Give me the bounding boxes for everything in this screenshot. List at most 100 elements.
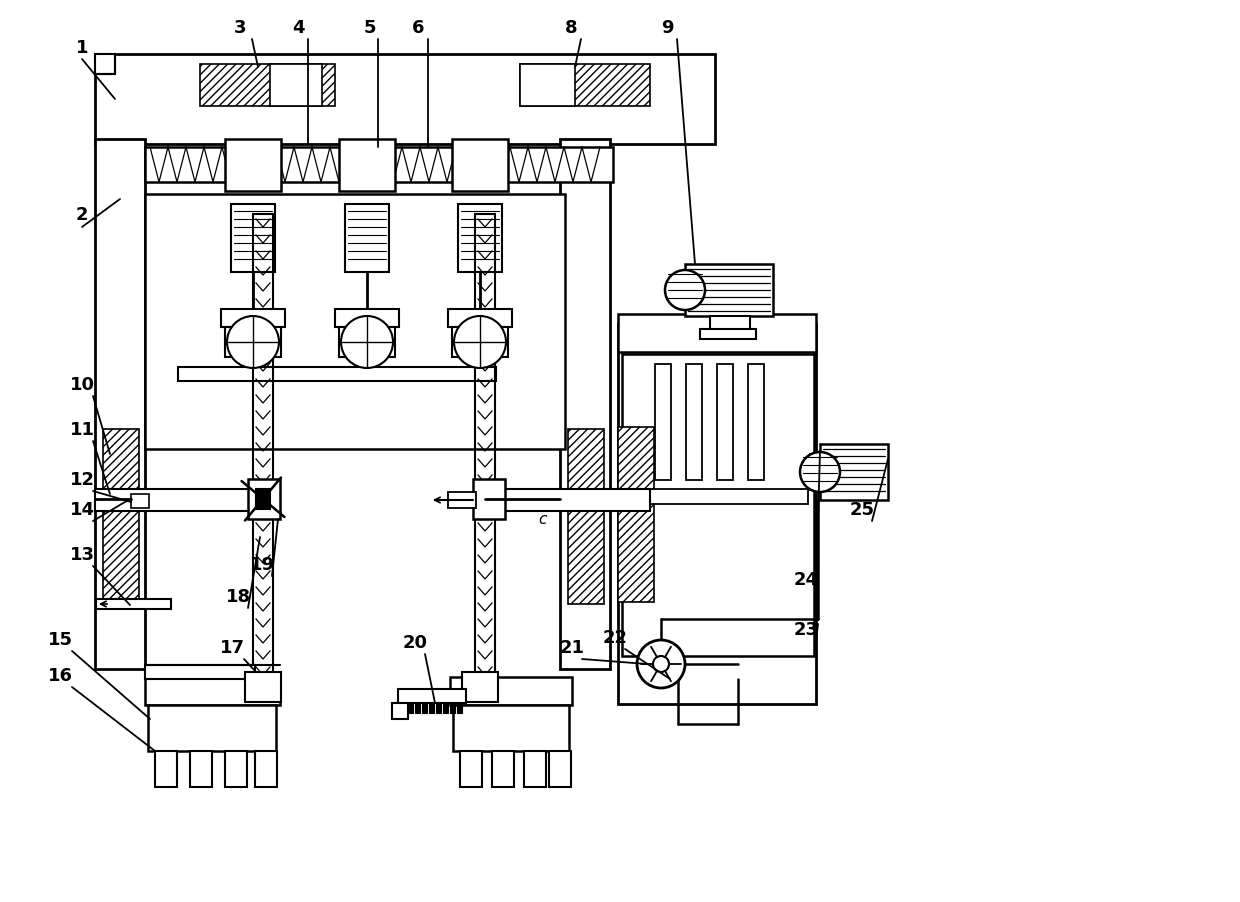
Bar <box>480 490 650 511</box>
Bar <box>270 65 322 106</box>
Bar <box>560 140 610 669</box>
Text: 11: 11 <box>69 420 94 438</box>
Bar <box>255 490 270 510</box>
Bar <box>335 309 399 327</box>
Text: 21: 21 <box>559 639 584 657</box>
Bar <box>401 704 405 713</box>
Bar <box>701 329 756 340</box>
Text: 8: 8 <box>564 19 578 37</box>
Text: 1: 1 <box>76 39 88 57</box>
Bar <box>453 705 569 751</box>
Text: 12: 12 <box>69 471 94 489</box>
Bar <box>453 140 508 192</box>
Bar <box>408 704 413 713</box>
Text: 10: 10 <box>69 375 94 393</box>
Bar <box>253 215 273 675</box>
Bar <box>717 364 733 481</box>
Bar <box>458 205 502 272</box>
Bar <box>246 672 281 703</box>
Bar <box>463 672 498 703</box>
Bar <box>525 751 546 787</box>
Text: 16: 16 <box>47 667 72 685</box>
Bar <box>255 751 277 787</box>
Bar <box>200 65 335 106</box>
Bar <box>224 327 281 357</box>
Bar <box>458 704 463 713</box>
Text: 17: 17 <box>219 639 244 657</box>
Text: 5: 5 <box>363 19 376 37</box>
Circle shape <box>653 657 670 672</box>
Bar <box>398 689 466 704</box>
Bar <box>155 751 177 787</box>
Bar <box>95 599 171 610</box>
Bar <box>339 140 396 192</box>
Bar <box>436 704 441 713</box>
Bar <box>618 325 816 704</box>
Circle shape <box>227 317 279 369</box>
Bar <box>339 327 396 357</box>
Text: 4: 4 <box>291 19 304 37</box>
Circle shape <box>637 640 684 688</box>
Bar <box>422 704 427 713</box>
Bar <box>345 205 389 272</box>
Bar <box>448 492 476 509</box>
Bar <box>472 480 505 520</box>
Bar <box>221 309 285 327</box>
Text: 20: 20 <box>403 633 428 651</box>
Bar <box>568 429 604 604</box>
Text: 13: 13 <box>69 546 94 564</box>
Text: 9: 9 <box>661 19 673 37</box>
Bar <box>95 490 275 511</box>
Bar <box>190 751 212 787</box>
Bar <box>131 494 149 509</box>
Bar <box>460 751 482 787</box>
Text: 15: 15 <box>47 630 72 649</box>
Circle shape <box>800 453 839 492</box>
Bar <box>627 490 808 504</box>
Bar <box>145 148 613 183</box>
Circle shape <box>341 317 393 369</box>
Bar <box>148 705 277 751</box>
Text: 24: 24 <box>794 570 818 588</box>
Text: 2: 2 <box>76 206 88 224</box>
Bar <box>224 140 281 192</box>
Text: 19: 19 <box>249 556 274 574</box>
Circle shape <box>454 317 506 369</box>
Text: 22: 22 <box>603 629 627 647</box>
Bar <box>429 704 434 713</box>
Bar <box>95 140 145 669</box>
Bar <box>145 677 280 705</box>
Bar <box>684 264 773 317</box>
Text: c: c <box>538 512 546 527</box>
Bar <box>520 65 575 106</box>
Circle shape <box>665 271 706 310</box>
Bar <box>95 55 115 75</box>
Bar <box>492 751 515 787</box>
Text: 14: 14 <box>69 501 94 519</box>
Text: 6: 6 <box>412 19 424 37</box>
Text: 3: 3 <box>234 19 247 37</box>
Bar <box>392 704 408 719</box>
Text: 23: 23 <box>794 621 818 639</box>
Bar <box>224 751 247 787</box>
Bar <box>448 309 512 327</box>
Bar <box>145 195 565 449</box>
Bar <box>103 429 139 604</box>
Bar <box>231 205 275 272</box>
Bar <box>145 666 255 679</box>
Bar <box>618 315 816 353</box>
Bar <box>549 751 570 787</box>
Bar <box>453 327 508 357</box>
Bar <box>618 428 653 603</box>
Bar <box>248 480 280 520</box>
Bar <box>810 455 828 491</box>
Bar <box>450 677 572 705</box>
Bar <box>443 704 448 713</box>
Bar <box>179 368 496 382</box>
Text: 18: 18 <box>226 587 250 605</box>
Text: 25: 25 <box>849 501 874 519</box>
Bar <box>655 364 671 481</box>
Bar <box>686 364 702 481</box>
Bar <box>95 55 715 145</box>
Bar <box>622 354 813 657</box>
